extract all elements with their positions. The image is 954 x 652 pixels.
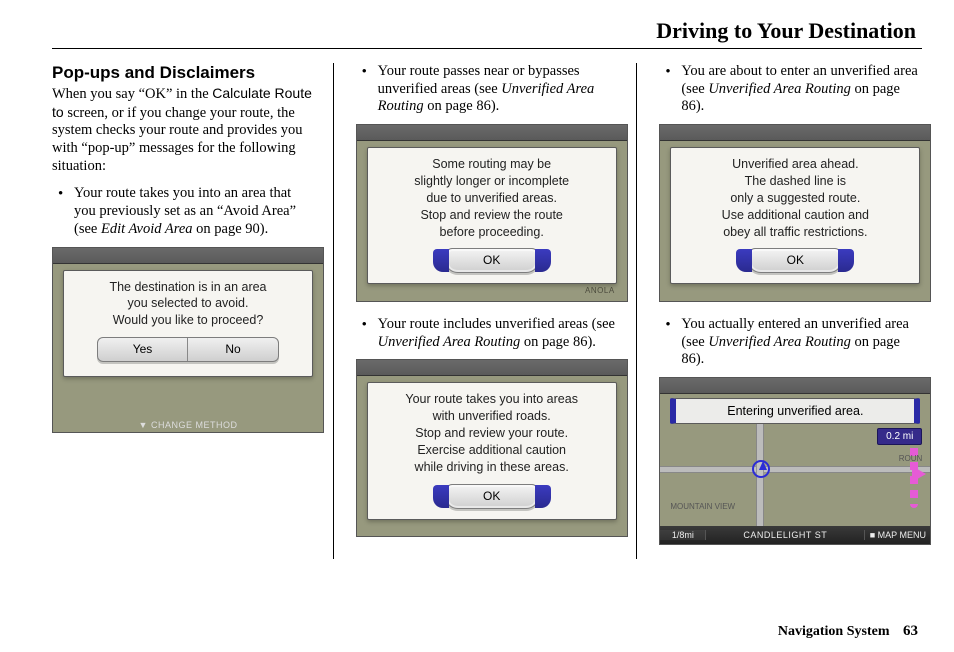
route-arrow-icon <box>912 466 926 482</box>
l3: Stop and review your route. <box>415 426 568 440</box>
screenshot-near-unverified: ANOLA Some routing may be slightly longe… <box>356 124 628 302</box>
no-button[interactable]: No <box>188 338 278 361</box>
b1b: on page 90). <box>193 221 269 237</box>
intro-a: When you say “OK” in the <box>52 86 212 102</box>
title-rule <box>52 48 922 49</box>
l5: obey all traffic restrictions. <box>723 225 867 239</box>
yes-no-button-group[interactable]: Yes No <box>97 337 279 362</box>
shot-titlebar <box>357 360 627 376</box>
l2: slightly longer or incomplete <box>414 174 569 188</box>
street-name: CANDLELIGHT ST <box>706 530 864 540</box>
l4: Stop and review the route <box>420 208 562 222</box>
street-bar: 1/8mi CANDLELIGHT ST ■ MAP MENU <box>660 526 930 544</box>
column-3: You are about to enter an unverified are… <box>659 63 922 559</box>
l4: Exercise additional caution <box>417 443 566 457</box>
ok-button[interactable]: OK <box>446 484 538 509</box>
page-number: 63 <box>903 623 918 639</box>
l4: Use additional caution and <box>722 208 869 222</box>
popup-panel: Unverified area ahead. The dashed line i… <box>670 147 920 284</box>
l1: Some routing may be <box>432 157 551 171</box>
intro-text: When you say “OK” in the Calculate Route… <box>52 85 315 175</box>
popup-message: Unverified area ahead. The dashed line i… <box>679 156 911 240</box>
entering-banner: Entering unverified area. <box>670 398 920 424</box>
screenshot-entering-unverified: 0.2 mi ROUN MOUNTAIN VIEW Entering unver… <box>659 377 931 545</box>
screenshot-avoid-popup: The destination is in an area you select… <box>52 247 324 433</box>
road-horizontal <box>660 466 930 473</box>
shot-titlebar <box>660 378 930 394</box>
popup-panel: The destination is in an area you select… <box>63 270 313 378</box>
t2: on page 86). <box>520 334 596 350</box>
popup-panel: Some routing may be slightly longer or i… <box>367 147 617 284</box>
ok-button[interactable]: OK <box>446 248 538 273</box>
l3: Would you like to proceed? <box>113 313 264 327</box>
ok-button[interactable]: OK <box>749 248 841 273</box>
shot-titlebar <box>660 125 930 141</box>
screenshot-ahead-unverified: Unverified area ahead. The dashed line i… <box>659 124 931 302</box>
page-title: Driving to Your Destination <box>52 18 922 44</box>
ref: Unverified Area Routing <box>708 81 851 97</box>
l2: you selected to avoid. <box>128 296 249 310</box>
map-menu-button[interactable]: ■ MAP MENU <box>864 530 930 540</box>
l3: only a suggested route. <box>730 191 860 205</box>
bullet-avoid-area: Your route takes you into an area that y… <box>52 185 315 238</box>
column-1: Pop-ups and Disclaimers When you say “OK… <box>52 63 334 559</box>
intro-b: screen, or if you change your route, the… <box>52 105 302 174</box>
t2: on page 86). <box>424 98 500 114</box>
map-label-round: ROUN <box>899 454 923 463</box>
bullet-about-to-enter: You are about to enter an unverified are… <box>659 63 922 116</box>
shot-titlebar <box>357 125 627 141</box>
ref: Unverified Area Routing <box>708 334 851 350</box>
page-footer: Navigation System 63 <box>778 623 918 640</box>
footer-label: Navigation System <box>778 624 890 639</box>
l5: while driving in these areas. <box>415 460 569 474</box>
ref: Unverified Area Routing <box>378 334 521 350</box>
yes-button[interactable]: Yes <box>98 338 188 361</box>
t: Your route includes unverified areas (se… <box>378 316 615 332</box>
map-label: ANOLA <box>585 286 615 295</box>
b1-ref: Edit Avoid Area <box>101 221 193 237</box>
popup-message: The destination is in an area you select… <box>72 279 304 330</box>
content-columns: Pop-ups and Disclaimers When you say “OK… <box>52 63 922 559</box>
map-scale: 1/8mi <box>660 530 706 540</box>
change-method-label: ▼ CHANGE METHOD <box>53 420 323 430</box>
l1: Unverified area ahead. <box>732 157 858 171</box>
section-heading: Pop-ups and Disclaimers <box>52 63 315 83</box>
l2: with unverified roads. <box>433 409 551 423</box>
l1: Your route takes you into areas <box>405 392 578 406</box>
distance-pill: 0.2 mi <box>877 428 922 445</box>
popup-panel: Your route takes you into areas with unv… <box>367 382 617 519</box>
screenshot-includes-unverified: Your route takes you into areas with unv… <box>356 359 628 537</box>
map-label-mtn: MOUNTAIN VIEW <box>670 502 735 511</box>
l2: The dashed line is <box>745 174 846 188</box>
shot-titlebar <box>53 248 323 264</box>
popup-message: Your route takes you into areas with unv… <box>376 391 608 475</box>
bullet-entered-unverified: You actually entered an unverified area … <box>659 316 922 369</box>
l3: due to unverified areas. <box>426 191 557 205</box>
popup-message: Some routing may be slightly longer or i… <box>376 156 608 240</box>
bullet-includes-unverified: Your route includes unverified areas (se… <box>356 316 619 351</box>
l5: before proceeding. <box>440 225 544 239</box>
column-2: Your route passes near or bypasses unver… <box>356 63 638 559</box>
bullet-near-unverified: Your route passes near or bypasses unver… <box>356 63 619 116</box>
l1: The destination is in an area <box>109 280 266 294</box>
